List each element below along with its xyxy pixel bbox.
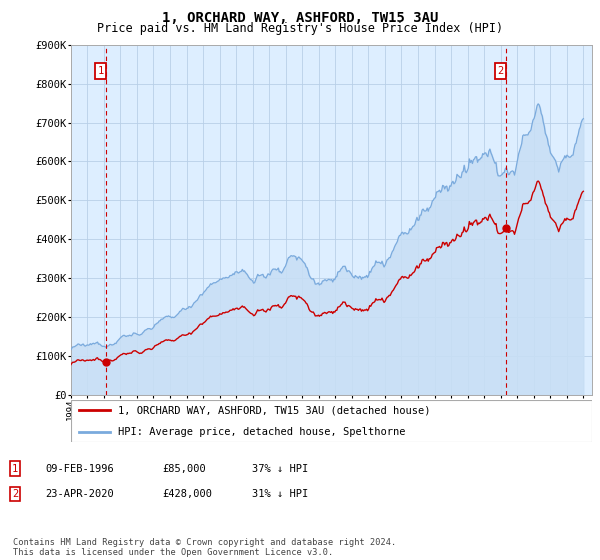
Text: 2: 2 <box>12 489 18 499</box>
Text: 1, ORCHARD WAY, ASHFORD, TW15 3AU: 1, ORCHARD WAY, ASHFORD, TW15 3AU <box>162 11 438 25</box>
Text: Contains HM Land Registry data © Crown copyright and database right 2024.
This d: Contains HM Land Registry data © Crown c… <box>13 538 397 557</box>
Text: 23-APR-2020: 23-APR-2020 <box>45 489 114 499</box>
Text: £85,000: £85,000 <box>162 464 206 474</box>
Text: £428,000: £428,000 <box>162 489 212 499</box>
Text: Price paid vs. HM Land Registry's House Price Index (HPI): Price paid vs. HM Land Registry's House … <box>97 22 503 35</box>
Text: 31% ↓ HPI: 31% ↓ HPI <box>252 489 308 499</box>
Text: 2: 2 <box>497 66 504 76</box>
Text: 1: 1 <box>97 66 104 76</box>
Text: 1: 1 <box>12 464 18 474</box>
Text: 1, ORCHARD WAY, ASHFORD, TW15 3AU (detached house): 1, ORCHARD WAY, ASHFORD, TW15 3AU (detac… <box>118 405 430 416</box>
Text: 09-FEB-1996: 09-FEB-1996 <box>45 464 114 474</box>
FancyBboxPatch shape <box>71 400 592 442</box>
Text: 37% ↓ HPI: 37% ↓ HPI <box>252 464 308 474</box>
Text: HPI: Average price, detached house, Spelthorne: HPI: Average price, detached house, Spel… <box>118 427 405 437</box>
